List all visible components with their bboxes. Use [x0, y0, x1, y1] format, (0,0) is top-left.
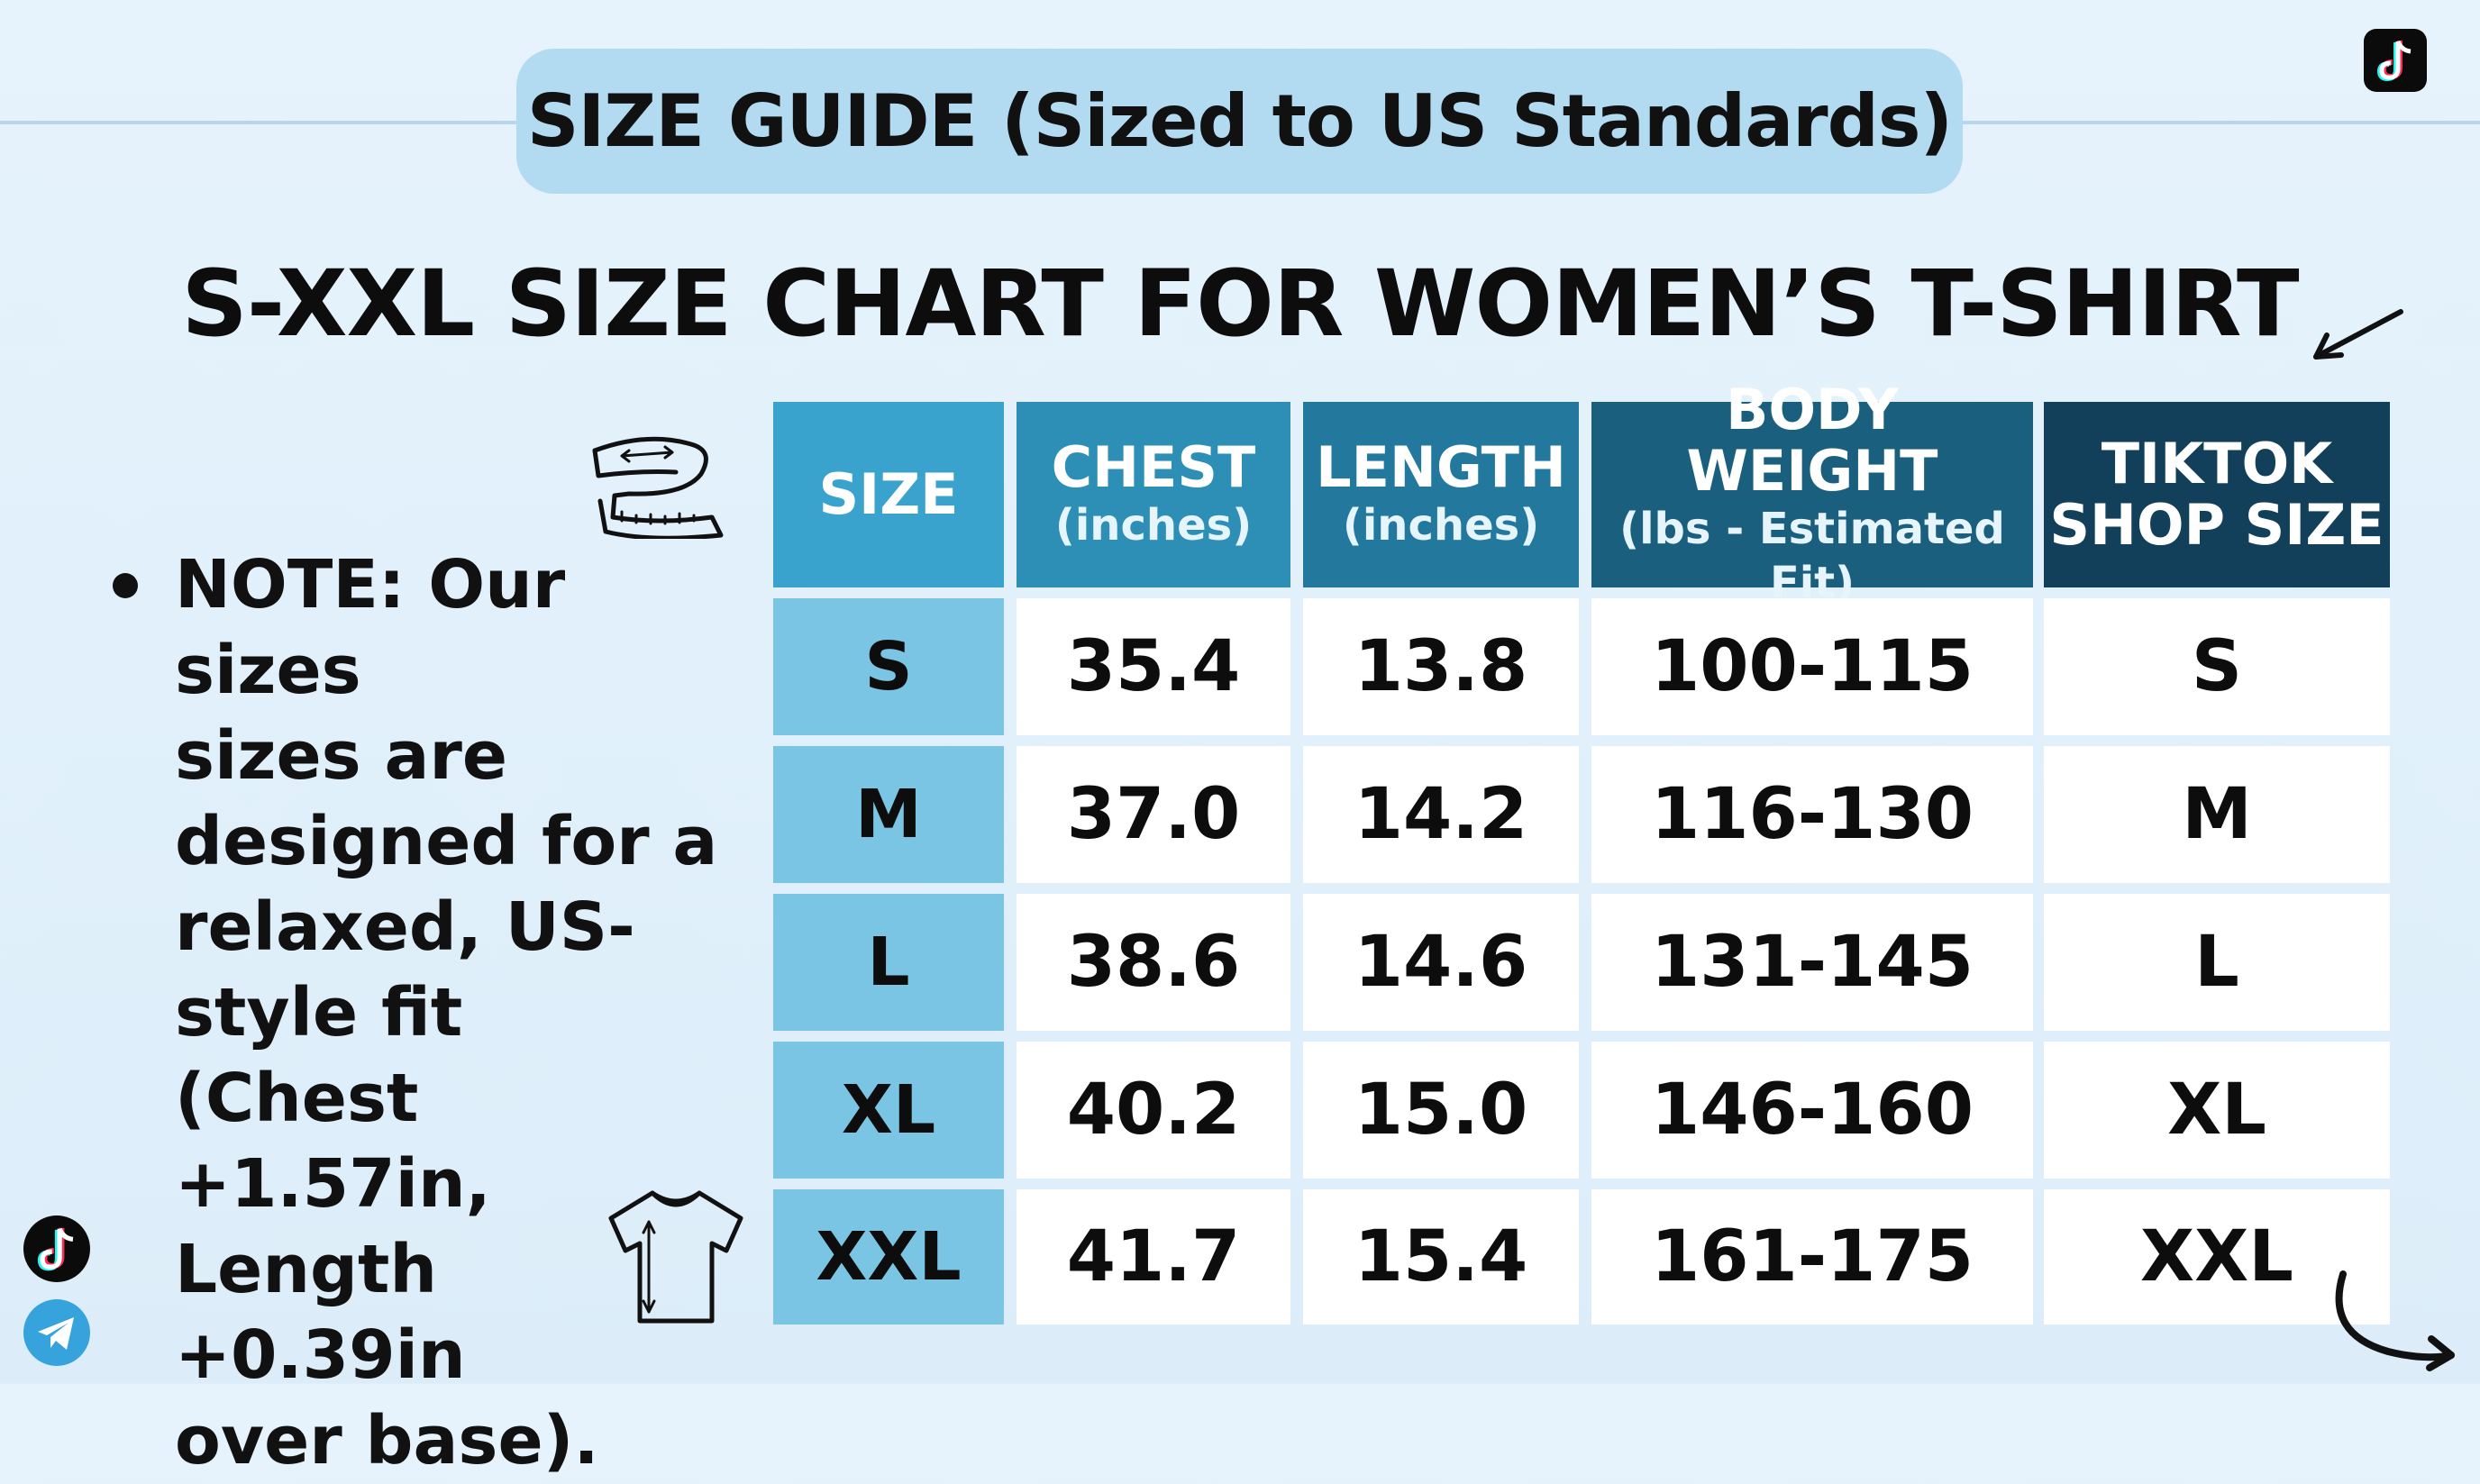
arrow-down-left-icon: [2313, 309, 2403, 360]
telegram-plane-icon: [38, 1317, 74, 1350]
header-label: LENGTH: [1316, 434, 1566, 500]
table-cell-length: 15.0: [1303, 1042, 1579, 1179]
divider-right: [1961, 121, 2480, 124]
table-cell-length: 15.4: [1303, 1189, 1579, 1325]
header-size: SIZE: [773, 402, 1004, 587]
note-line: NOTE: Our sizes: [175, 546, 566, 709]
table-cell-length: 13.8: [1303, 598, 1579, 735]
table-cell-size: M: [773, 746, 1004, 883]
table-cell-tiktok: L: [2044, 894, 2390, 1031]
note-line: Length +0.39in: [175, 1231, 466, 1394]
header-length: LENGTH (inches): [1303, 402, 1579, 587]
page-title: S-XXL SIZE CHART FOR WOMEN’S T-SHIRT: [181, 250, 2299, 358]
table-cell-chest: 38.6: [1017, 894, 1290, 1031]
table-cell-weight: 100-115: [1591, 598, 2033, 735]
table-cell-chest: 40.2: [1017, 1042, 1290, 1179]
note-bullet: [113, 573, 138, 598]
note-line: designed for a: [175, 803, 718, 880]
tiktok-glyph-icon: [37, 1227, 74, 1271]
header-label: TIKTOK SHOP SIZE: [2049, 431, 2384, 558]
t-shirt-icon: [608, 1190, 743, 1324]
header-unit: (inches): [1342, 500, 1540, 551]
table-cell-size: XXL: [773, 1189, 1004, 1325]
note-line: (Chest +1.57in,: [175, 1060, 491, 1223]
header-label: CHEST: [1051, 434, 1256, 500]
header-label: SIZE: [818, 461, 959, 527]
header-unit: (inches): [1054, 500, 1253, 551]
note-line: relaxed, US-: [175, 888, 635, 966]
fit-note: NOTE: Our sizes sizes are designed for a…: [112, 542, 743, 1484]
table-cell-size: L: [773, 894, 1004, 1031]
table-cell-tiktok: XXL: [2044, 1189, 2390, 1325]
measuring-tape-icon: [592, 436, 724, 539]
tiktok-icon: [2364, 29, 2427, 92]
table-cell-weight: 146-160: [1591, 1042, 2033, 1179]
header-label: BODY WEIGHT: [1686, 377, 1938, 504]
table-cell-chest: 41.7: [1017, 1189, 1290, 1325]
table-cell-length: 14.2: [1303, 746, 1579, 883]
table-cell-weight: 161-175: [1591, 1189, 2033, 1325]
note-line: over base).: [175, 1402, 599, 1479]
header-chest: CHEST (inches): [1017, 402, 1290, 587]
table-cell-weight: 116-130: [1591, 746, 2033, 883]
table-cell-tiktok: M: [2044, 746, 2390, 883]
header-unit: (lbs - Estimated Fit): [1619, 504, 2005, 608]
size-guide-banner: SIZE GUIDE (Sized to US Standards): [516, 49, 1963, 194]
header-body-weight: BODY WEIGHT (lbs - Estimated Fit): [1591, 379, 2033, 608]
fit-note-text: NOTE: Our sizes sizes are designed for a…: [175, 542, 743, 1484]
telegram-icon[interactable]: [23, 1299, 90, 1366]
tiktok-icon[interactable]: [23, 1215, 90, 1282]
table-cell-tiktok: XL: [2044, 1042, 2390, 1179]
table-cell-size: XL: [773, 1042, 1004, 1179]
table-cell-chest: 35.4: [1017, 598, 1290, 735]
tiktok-glyph-icon: [2376, 40, 2412, 82]
header-tiktok-shop-size: TIKTOK SHOP SIZE: [2044, 402, 2390, 587]
curved-arrow-icon: [2335, 1270, 2455, 1371]
table-cell-tiktok: S: [2044, 598, 2390, 735]
note-line: sizes are: [175, 717, 508, 795]
table-cell-chest: 37.0: [1017, 746, 1290, 883]
divider-left: [0, 121, 523, 124]
note-line: style fit: [175, 974, 463, 1052]
table-cell-length: 14.6: [1303, 894, 1579, 1031]
table-cell-weight: 131-145: [1591, 894, 2033, 1031]
table-cell-size: S: [773, 598, 1004, 735]
